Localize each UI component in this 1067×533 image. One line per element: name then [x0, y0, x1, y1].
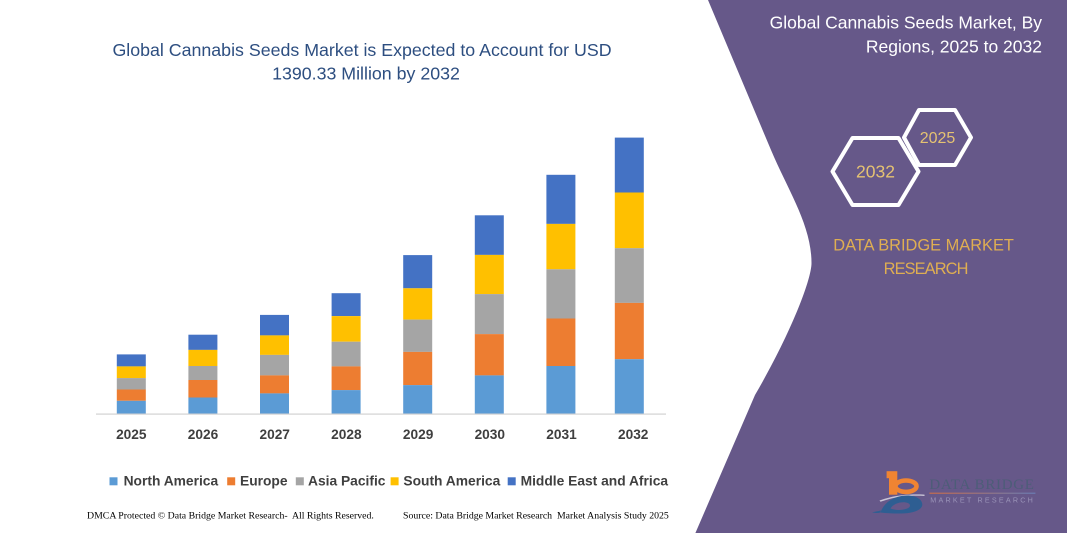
- svg-text:Global Cannabis Seeds Market i: Global Cannabis Seeds Market is Expected…: [112, 40, 611, 60]
- svg-text:North America: North America: [124, 474, 219, 489]
- svg-text:DATA BRIDGE MARKET: DATA BRIDGE MARKET: [833, 237, 1014, 255]
- svg-text:RESEARCH: RESEARCH: [884, 260, 968, 278]
- svg-text:1390.33 Million by 2032: 1390.33 Million by 2032: [272, 63, 460, 83]
- svg-text:Regions, 2025 to 2032: Regions, 2025 to 2032: [866, 37, 1042, 57]
- svg-text:2032: 2032: [856, 162, 895, 182]
- svg-text:2025: 2025: [116, 427, 147, 442]
- svg-text:2026: 2026: [188, 427, 219, 442]
- svg-text:DMCA Protected © Data Bridge M: DMCA Protected © Data Bridge Market Rese…: [87, 511, 374, 522]
- svg-text:MARKET RESEARCH: MARKET RESEARCH: [930, 496, 1035, 505]
- svg-text:Europe: Europe: [240, 474, 288, 489]
- svg-text:Middle East and Africa: Middle East and Africa: [521, 474, 669, 489]
- svg-text:2027: 2027: [259, 427, 290, 442]
- svg-text:Source: Data Bridge Market Res: Source: Data Bridge Market Research Mark…: [403, 511, 669, 522]
- svg-text:2025: 2025: [920, 130, 956, 147]
- svg-text:2030: 2030: [475, 427, 506, 442]
- svg-text:Asia Pacific: Asia Pacific: [308, 474, 386, 489]
- svg-text:Global Cannabis Seeds Market,: Global Cannabis Seeds Market, By: [770, 13, 1043, 33]
- svg-text:2028: 2028: [331, 427, 362, 442]
- svg-text:South America: South America: [403, 474, 500, 489]
- svg-text:2032: 2032: [618, 427, 649, 442]
- svg-text:2031: 2031: [546, 427, 577, 442]
- svg-text:2029: 2029: [403, 427, 434, 442]
- svg-text:DATA BRIDGE: DATA BRIDGE: [929, 477, 1034, 493]
